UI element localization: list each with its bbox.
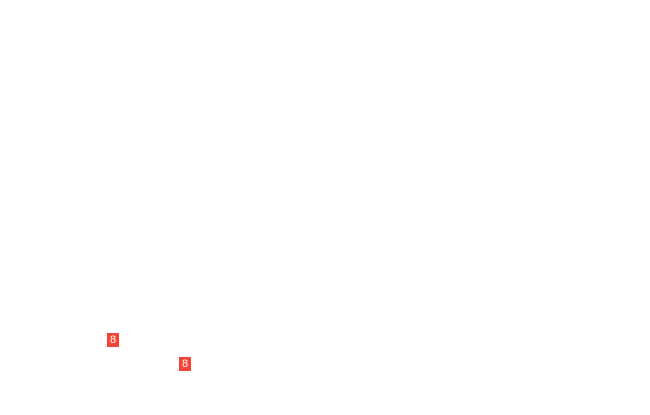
count-badge: 8	[107, 333, 119, 347]
count-badge: 8	[179, 357, 191, 371]
